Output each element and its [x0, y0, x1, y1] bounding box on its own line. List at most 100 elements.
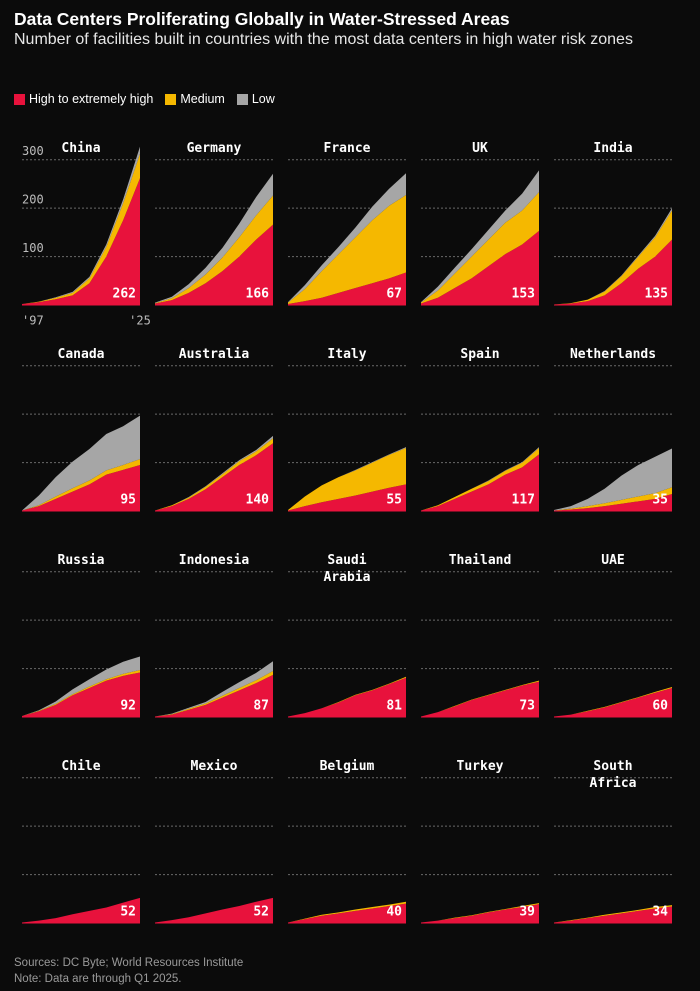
panel-title-box: France	[288, 140, 406, 157]
legend-label: High to extremely high	[29, 92, 154, 106]
legend-swatch	[14, 93, 25, 105]
area: Medium	[288, 901, 406, 923]
panel-title: Saudi Arabia	[323, 553, 371, 585]
area: Medium	[421, 192, 539, 304]
sources: Sources: DC Byte; World Resources Instit…	[14, 957, 244, 969]
value-label: 95	[120, 493, 136, 508]
area: Low	[554, 448, 672, 511]
area: High to extremely high	[421, 454, 539, 511]
panel-title: Russia	[57, 553, 105, 568]
area: High to extremely high	[155, 897, 273, 923]
panel-title-box: UAE	[554, 552, 672, 569]
panel-title-box: UK	[421, 140, 539, 157]
panel-title-box: Indonesia	[155, 552, 273, 569]
panel-title: China	[61, 141, 101, 156]
area: High to extremely high	[554, 687, 672, 717]
panel-title: Netherlands	[569, 347, 657, 362]
note: Note: Data are through Q1 2025.	[14, 973, 182, 985]
area: Medium	[554, 210, 672, 305]
panel-title: India	[593, 141, 633, 156]
legend-item: Low	[236, 92, 275, 106]
value-label: 73	[519, 699, 535, 714]
panel-title-box: Mexico	[155, 758, 273, 775]
value-label: 67	[386, 287, 402, 302]
panel-title-box: South Africa	[554, 758, 672, 792]
area: High to extremely high	[288, 903, 406, 923]
legend-label: Medium	[180, 92, 225, 106]
panel-title: Australia	[178, 347, 250, 362]
y-tick-label: 300	[22, 144, 44, 158]
area: Low	[22, 656, 140, 717]
panel-title-box: Thailand	[421, 552, 539, 569]
value-label: 117	[512, 493, 535, 508]
header: Data Centers Proliferating Globally in W…	[14, 8, 694, 50]
area: Medium	[554, 905, 672, 923]
area: High to extremely high	[155, 224, 273, 305]
panel-title-box: Netherlands	[554, 346, 672, 363]
panel-title-box: Canada	[22, 346, 140, 363]
panel-title-box: Turkey	[421, 758, 539, 775]
area: Medium	[22, 670, 140, 717]
area: High to extremely high	[155, 443, 273, 511]
area: Medium	[22, 459, 140, 511]
panel-title: Thailand	[448, 553, 512, 568]
area: Medium	[421, 680, 539, 717]
area: Low	[288, 173, 406, 303]
area: High to extremely high	[288, 272, 406, 305]
panel-title: Germany	[186, 141, 242, 156]
area: High to extremely high	[554, 494, 672, 511]
value-label: 39	[519, 905, 535, 920]
panel-title-box: India	[554, 140, 672, 157]
value-label: 140	[246, 493, 270, 508]
panel-title: South Africa	[589, 759, 637, 791]
area: High to extremely high	[22, 178, 140, 305]
value-label: 262	[113, 287, 136, 302]
y-tick-label: 200	[22, 193, 44, 207]
area: High to extremely high	[421, 681, 539, 717]
panel-title: France	[323, 141, 371, 156]
panel-title-box: Italy	[288, 346, 406, 363]
area: High to extremely high	[288, 484, 406, 511]
area: Low	[22, 415, 140, 511]
panel-title: Mexico	[190, 759, 238, 774]
panel-title-box: Australia	[155, 346, 273, 363]
panel-title: Turkey	[456, 759, 504, 774]
value-label: 153	[512, 287, 535, 302]
x-tick-label: '97	[22, 314, 44, 328]
legend-item: High to extremely high	[14, 92, 153, 106]
panel-title: Belgium	[319, 759, 375, 774]
panel-title: Indonesia	[178, 553, 250, 568]
value-label: 92	[120, 699, 136, 714]
panel-title: Canada	[57, 347, 105, 362]
footer: Sources: DC Byte; World Resources Instit…	[14, 955, 243, 987]
area: Medium	[22, 153, 140, 305]
area: High to extremely high	[421, 230, 539, 305]
value-label: 40	[386, 905, 402, 920]
area: High to extremely high	[288, 677, 406, 717]
area: Medium	[288, 195, 406, 305]
area: High to extremely high	[155, 674, 273, 717]
panel-title: Italy	[327, 347, 367, 362]
panel-title-box: Belgium	[288, 758, 406, 775]
panel-title: Spain	[460, 347, 500, 362]
subtitle: Number of facilities built in countries …	[14, 31, 633, 48]
y-tick-label: 100	[22, 241, 44, 255]
area: High to extremely high	[22, 672, 140, 717]
panel-title-box: Saudi Arabia	[288, 552, 406, 586]
area: High to extremely high	[22, 897, 140, 923]
legend-item: Medium	[165, 92, 225, 106]
legend-swatch	[165, 93, 177, 105]
area: High to extremely high	[554, 906, 672, 923]
value-label: 52	[253, 905, 269, 920]
value-label: 81	[386, 699, 402, 714]
panel-title: UAE	[601, 553, 625, 568]
value-label: 52	[120, 905, 136, 920]
value-label: 87	[253, 699, 269, 714]
panel-title: UK	[472, 141, 488, 156]
value-label: 60	[652, 699, 668, 714]
panel-title-box: Germany	[155, 140, 273, 157]
area: Medium	[288, 448, 406, 511]
value-label: 166	[246, 287, 270, 302]
panel-title-box: Russia	[22, 552, 140, 569]
value-label: 34	[652, 905, 668, 920]
